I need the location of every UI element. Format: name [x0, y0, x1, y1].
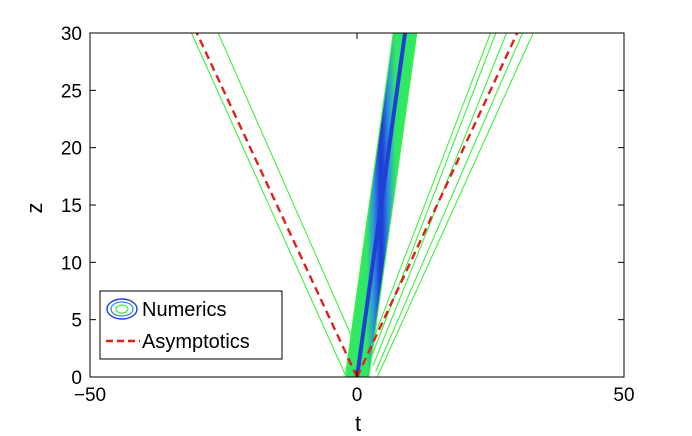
- legend-box: [99, 290, 283, 360]
- y-tick-label: 0: [71, 368, 82, 389]
- legend: Numerics Asymptotics: [99, 290, 283, 360]
- central-beam-edge-2: [368, 33, 418, 377]
- y-axis-label: z: [22, 203, 47, 214]
- x-tick-label: 0: [352, 385, 363, 406]
- contour-line-6: [375, 33, 524, 372]
- y-tick-label: 20: [61, 139, 82, 160]
- central-beam-edge-1: [344, 33, 394, 377]
- x-axis-label: t: [355, 411, 361, 436]
- legend-label: Asymptotics: [142, 331, 250, 353]
- plot-area: [190, 33, 534, 377]
- asymptote-line-1: [195, 33, 359, 377]
- y-tick-label: 30: [61, 24, 82, 45]
- contour-line-2: [217, 33, 355, 343]
- y-tick-label: 25: [61, 81, 82, 102]
- y-tick-label: 15: [61, 196, 82, 217]
- contour-line-3: [367, 33, 492, 355]
- y-tick-label: 5: [71, 311, 82, 332]
- legend-label: Numerics: [142, 299, 226, 321]
- x-tick-label: −50: [74, 385, 106, 406]
- y-tick-label: 10: [61, 253, 82, 274]
- asymptote-line-2: [355, 33, 519, 377]
- x-tick-label: 50: [613, 385, 634, 406]
- contour-line-7: [376, 33, 534, 377]
- contour-line-1: [190, 33, 347, 377]
- central-beam-core: [355, 33, 408, 377]
- legend-contour-icon-mid: [110, 301, 134, 317]
- legend-contour-icon-inner: [115, 304, 129, 314]
- legend-contour-icon: [106, 298, 138, 320]
